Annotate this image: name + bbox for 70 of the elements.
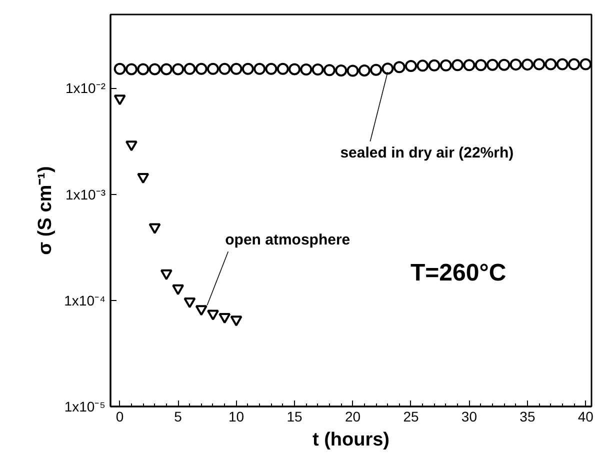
point	[486, 58, 499, 71]
point	[137, 172, 150, 184]
point	[148, 223, 161, 234]
y-tick-label: 1x10⁻⁴	[64, 292, 106, 308]
x-tick-label: 0	[116, 408, 124, 424]
point	[114, 94, 126, 106]
point	[312, 64, 324, 76]
point	[521, 58, 534, 71]
point	[206, 310, 219, 320]
point	[533, 58, 546, 70]
point	[580, 58, 592, 70]
annotation: T=260°C	[410, 260, 506, 286]
point	[440, 59, 452, 72]
point	[288, 63, 301, 76]
x-tick-label: 20	[344, 408, 361, 424]
point	[346, 64, 359, 77]
point	[172, 284, 184, 296]
y-tick-label: 1x10⁻⁵	[64, 398, 106, 414]
point	[300, 64, 312, 76]
point	[416, 60, 429, 72]
point	[393, 61, 406, 74]
point	[265, 62, 278, 75]
x-axis-title: t (hours)	[312, 430, 390, 450]
x-tick-label: 15	[286, 408, 303, 424]
point	[230, 316, 242, 326]
point	[172, 63, 184, 76]
point	[206, 62, 219, 75]
point	[452, 59, 464, 72]
point	[556, 58, 568, 70]
annotation: sealed in dry air (22%rh)	[340, 144, 514, 162]
annotation: open atmosphere	[225, 232, 350, 249]
point	[242, 62, 254, 75]
point	[335, 64, 348, 76]
point	[218, 312, 231, 324]
point	[463, 59, 476, 72]
x-tick-label: 5	[174, 408, 182, 424]
point	[254, 62, 266, 75]
point	[498, 58, 510, 71]
point	[125, 63, 138, 76]
point	[137, 63, 150, 76]
point	[370, 64, 382, 76]
x-tick-label: 30	[461, 408, 478, 424]
point	[160, 63, 172, 76]
point	[230, 62, 242, 75]
y-tick-label: 1x10⁻²	[65, 80, 106, 96]
point	[125, 140, 138, 152]
point	[195, 62, 208, 75]
point	[160, 269, 172, 280]
point	[428, 59, 440, 72]
x-tick-label: 35	[520, 408, 536, 424]
y-axis-title: σ (S cm⁻¹)	[35, 166, 56, 255]
x-tick-label: 25	[403, 408, 419, 424]
x-tick-label: 10	[228, 408, 244, 424]
point	[184, 62, 196, 75]
x-tick-label: 40	[578, 408, 594, 424]
point	[195, 305, 208, 316]
point	[510, 58, 522, 71]
point	[382, 62, 394, 75]
point	[544, 58, 557, 70]
point	[323, 64, 336, 76]
point	[568, 58, 580, 70]
y-tick-label: 1x10⁻³	[65, 186, 106, 202]
point	[358, 64, 370, 76]
point	[276, 62, 289, 75]
point	[474, 59, 487, 72]
point	[114, 62, 126, 75]
point	[148, 63, 161, 76]
point	[404, 60, 417, 72]
point	[218, 62, 231, 75]
point	[184, 297, 196, 308]
